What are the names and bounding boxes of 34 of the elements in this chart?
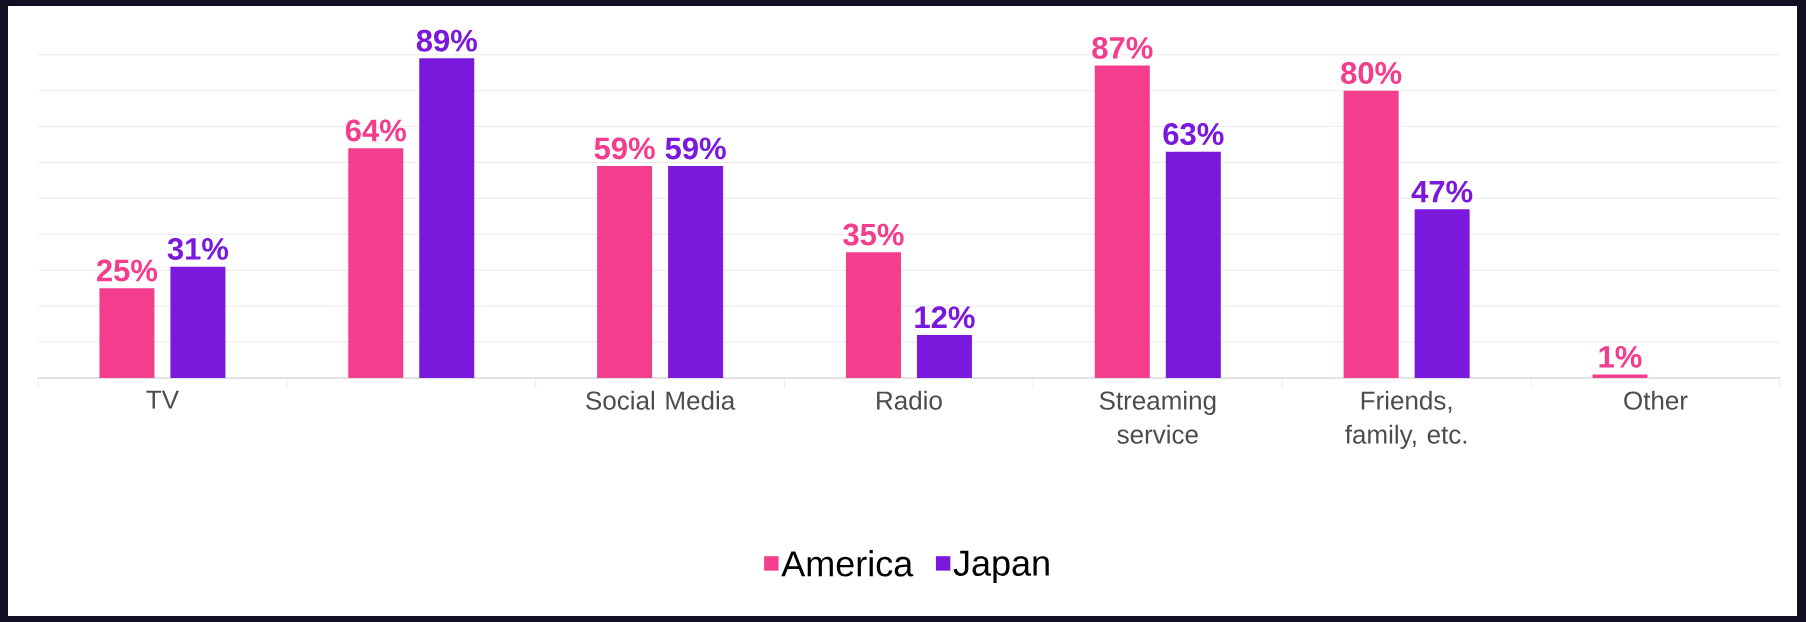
x-tick-label: Friends, family, etc.: [1345, 390, 1467, 449]
x-tick-label: Social Media: [586, 390, 736, 410]
x-tick-label: TV: [146, 390, 179, 409]
data-label: 59%: [594, 137, 655, 160]
bar: [1414, 209, 1470, 378]
bar: [916, 334, 972, 378]
bar: [170, 266, 226, 378]
data-label: 35%: [843, 223, 904, 246]
legend-label: Japan: [953, 550, 1049, 584]
x-tick-label: Radio: [877, 390, 942, 410]
data-label: 47%: [1411, 180, 1473, 203]
bar: [597, 166, 653, 378]
data-label: 80%: [1341, 62, 1402, 84]
bar: [419, 58, 475, 378]
legend-label: America: [781, 550, 914, 577]
data-label: 89%: [416, 29, 477, 52]
bar: [1094, 65, 1150, 378]
data-label: 1%: [1599, 345, 1642, 368]
data-label: 25%: [96, 259, 158, 282]
data-label: 87%: [1092, 36, 1153, 59]
bar: [1165, 151, 1221, 378]
data-label: 63%: [1163, 123, 1224, 146]
data-label: 12%: [915, 306, 975, 329]
bar: [99, 288, 155, 378]
x-tick-label: Streaming service: [1099, 390, 1216, 444]
bar: [1343, 90, 1399, 378]
data-label: 64%: [345, 119, 406, 142]
bar: [348, 148, 404, 378]
bar: [845, 252, 901, 378]
data-label: 59%: [665, 137, 726, 160]
x-tick-label: Other: [1624, 390, 1688, 410]
bar: [1592, 374, 1648, 378]
data-label: 31%: [167, 237, 229, 260]
bar: [668, 166, 724, 378]
